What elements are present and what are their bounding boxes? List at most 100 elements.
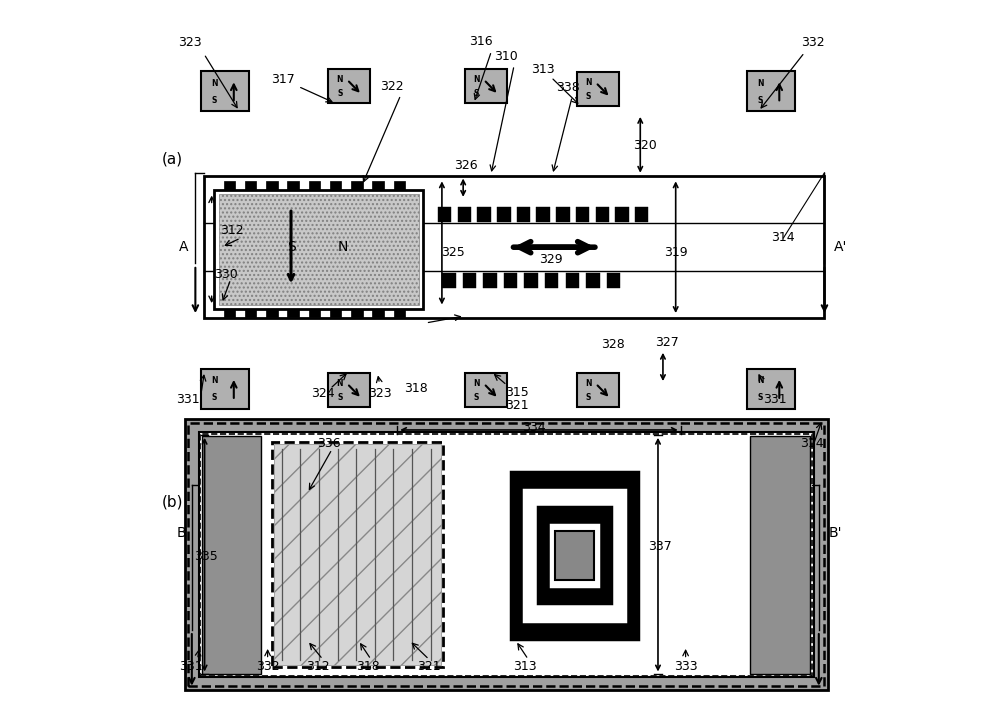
Bar [200,433,812,675]
Bar [394,309,405,317]
Bar [551,525,598,585]
Bar [566,273,579,288]
Text: 331: 331 [179,660,202,673]
Text: 318: 318 [405,383,428,396]
Text: 323: 323 [368,387,391,401]
Text: S: S [337,89,342,99]
Bar [504,273,517,288]
Bar [576,207,589,221]
Bar [596,207,609,221]
Text: N: N [473,379,480,388]
Bar [465,373,507,407]
Bar [372,309,384,317]
Text: 312: 312 [220,224,244,237]
Text: B: B [176,526,186,540]
Text: 317: 317 [271,73,294,86]
Bar [615,207,629,221]
Bar [483,273,497,288]
Bar [577,373,619,407]
Bar [309,309,320,317]
Bar [272,442,443,668]
Bar [309,181,320,190]
Text: N: N [757,79,763,88]
Bar [224,181,235,190]
Bar [274,444,441,665]
Text: 336: 336 [317,437,340,450]
Text: S: S [474,89,479,99]
Bar [202,436,261,674]
Text: S: S [474,393,479,402]
Bar [538,508,611,603]
Bar [465,69,507,104]
Text: 320: 320 [633,139,657,152]
Text: 318: 318 [356,660,380,673]
Bar [497,454,652,656]
Bar [517,207,530,221]
Text: 325: 325 [441,246,465,258]
Text: 327: 327 [655,336,679,349]
Text: 331: 331 [763,393,787,406]
Bar [750,436,810,674]
Bar [747,71,795,111]
Text: N: N [336,75,343,84]
Text: N: N [757,376,763,386]
Text: 332: 332 [256,660,279,673]
Text: 315: 315 [505,386,529,399]
Bar [497,207,511,221]
Text: 330: 330 [214,268,238,281]
Bar [351,181,363,190]
Bar [635,207,648,221]
Bar [188,423,824,686]
Bar [185,419,828,690]
Text: 322: 322 [381,80,404,93]
Bar [607,273,620,288]
Text: 332: 332 [801,36,825,49]
Bar [199,432,814,677]
Bar [245,309,256,317]
Text: N: N [336,379,343,388]
Bar [477,207,491,221]
Text: 328: 328 [601,338,625,351]
Text: 312: 312 [306,660,330,673]
Bar [330,309,341,317]
Text: S: S [757,96,763,104]
Text: N: N [473,75,480,84]
Text: 331: 331 [176,393,200,406]
Text: B': B' [829,526,842,540]
Bar [266,309,278,317]
Bar [463,273,476,288]
Text: A: A [179,240,189,254]
Text: 333: 333 [674,660,697,673]
Text: 310: 310 [494,50,518,63]
Bar [747,369,795,408]
Text: (b): (b) [161,495,183,510]
Text: 314: 314 [772,231,795,244]
Bar [524,490,625,621]
Text: A': A' [834,240,848,254]
Bar [372,181,384,190]
Bar [287,309,299,317]
Bar [214,190,423,309]
Text: N: N [211,376,218,386]
Bar [219,194,419,305]
Bar [328,69,370,104]
Text: S: S [586,92,591,101]
Text: N: N [211,79,218,88]
Bar [351,309,363,317]
Text: 316: 316 [469,34,493,48]
Text: S: S [212,96,217,104]
Bar [536,207,550,221]
Bar [394,181,405,190]
Text: 337: 337 [648,540,672,553]
Bar [577,72,619,106]
Bar [545,273,558,288]
Text: N: N [338,240,348,254]
Bar [511,472,638,638]
Bar [328,373,370,407]
Text: 313: 313 [513,660,537,673]
Bar [287,181,299,190]
Bar [555,531,594,580]
Text: 321: 321 [417,660,441,673]
Text: 314: 314 [800,437,824,450]
Text: 334: 334 [522,421,546,434]
